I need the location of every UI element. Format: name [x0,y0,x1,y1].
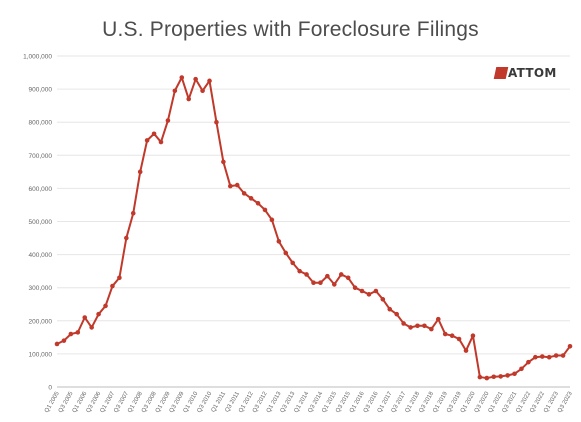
chart-title: U.S. Properties with Foreclosure Filings [102,18,479,41]
data-point [352,285,358,291]
attom-logo: ATTOM [493,66,557,80]
data-point [318,280,323,286]
data-point [366,292,372,297]
data-point [89,325,94,330]
data-point [304,272,309,277]
data-point [491,374,497,380]
data-point [262,207,268,213]
y-tick-label: 900,000 [29,87,53,94]
data-point [96,311,101,317]
data-point [297,268,302,274]
y-tick-label: 700,000 [29,153,53,160]
data-point [130,210,136,216]
data-point [539,354,545,359]
data-point [276,239,282,244]
data-point [422,323,427,329]
data-point [179,75,185,80]
data-point [546,354,552,360]
data-point [449,333,455,338]
y-tick-label: 300,000 [29,285,53,292]
data-point [331,282,337,287]
data-point [477,374,483,380]
data-point [345,275,351,281]
data-point [415,323,420,329]
data-point [117,275,122,281]
data-point [373,288,379,294]
data-point [221,159,226,165]
data-point [186,96,192,102]
data-point [526,359,531,365]
data-point [429,326,434,332]
y-tick-label: 100,000 [29,351,53,358]
data-point [54,341,60,347]
data-point [103,303,108,309]
data-point [82,315,88,320]
data-point [144,138,150,143]
data-point [484,375,490,381]
data-point [228,183,233,189]
data-point [137,169,143,175]
data-point [214,119,219,125]
data-point [124,235,129,241]
data-point [338,272,344,277]
data-point [359,288,365,294]
data-point [151,131,157,137]
y-tick-label: 600,000 [29,186,53,193]
data-point [408,325,413,330]
data-point [110,283,115,289]
data-point [380,296,386,302]
data-point [560,353,566,358]
data-point [311,280,316,286]
y-tick-label: 0 [48,385,52,392]
data-point [533,354,538,360]
data-point [75,330,81,335]
data-point [165,118,171,123]
data-point [519,366,524,372]
data-point [553,353,559,358]
data-point [401,321,406,326]
data-point [567,343,573,349]
data-point [193,76,198,82]
data-point [283,250,289,256]
data-point [172,88,178,94]
y-tick-label: 400,000 [29,252,53,259]
y-tick-label: 500,000 [29,219,53,226]
data-point [207,78,212,84]
data-point [158,139,164,145]
data-point [200,88,205,94]
y-tick-label: 800,000 [29,120,53,127]
data-point [269,217,275,223]
y-tick-label: 200,000 [29,318,53,325]
data-point [61,338,67,343]
data-point [470,333,476,338]
y-tick-label: 1,000,000 [23,54,52,61]
data-point [248,196,254,201]
data-point [234,182,240,188]
data-point [325,273,330,279]
data-point [387,306,393,312]
data-point [498,374,503,379]
data-point [442,331,448,337]
data-point [394,311,399,317]
data-point [512,371,517,377]
data-point [463,348,469,353]
data-point [456,336,462,342]
data-point [68,331,74,337]
logo-text: ATTOM [508,66,557,80]
data-point [505,373,510,378]
data-point [290,260,296,266]
data-point [241,191,247,196]
data-point [255,200,261,206]
data-point [435,316,441,322]
